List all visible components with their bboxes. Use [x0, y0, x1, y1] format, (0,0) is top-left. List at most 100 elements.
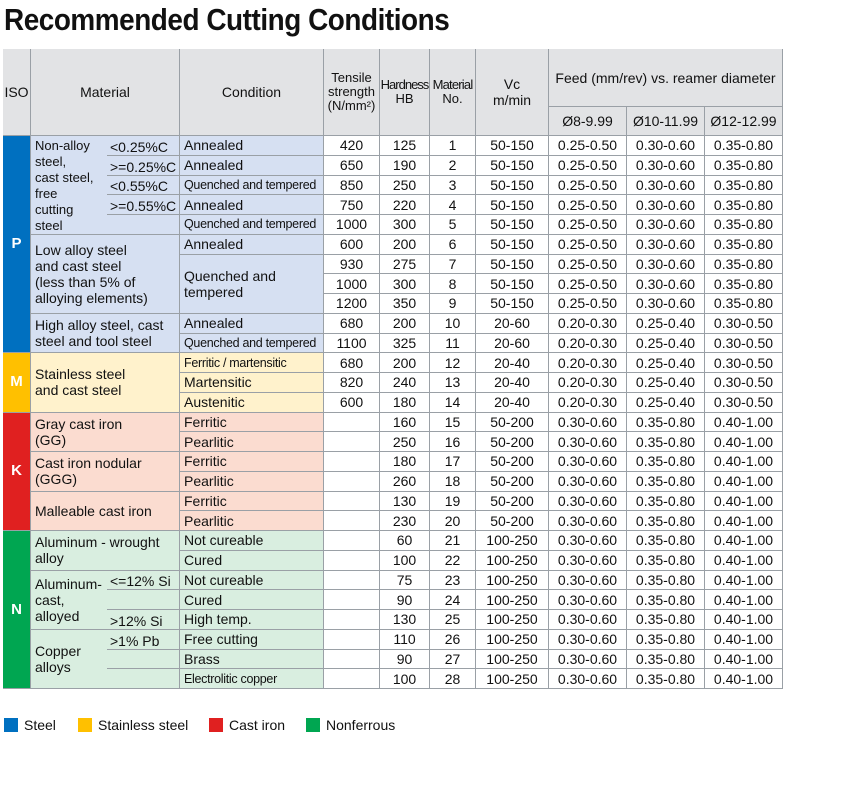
cell-f2: 0.30-0.60: [627, 215, 705, 235]
cell-no: 9: [430, 294, 476, 314]
cell-vc: 100-250: [476, 669, 549, 689]
condition-cell: Quenched and tempered: [180, 333, 324, 354]
subclass-pb-blank: [107, 649, 180, 670]
cell-f3: 0.35-0.80: [705, 195, 783, 215]
cell-f1: 0.25-0.50: [549, 195, 627, 215]
material-gray-cast-iron-line1: Gray cast iron: [35, 415, 123, 432]
condition-cell: Austenitic: [180, 392, 324, 413]
cell-hb: 90: [380, 649, 430, 670]
cell-f1: 0.25-0.50: [549, 234, 627, 255]
cell-f2: 0.35-0.80: [627, 452, 705, 472]
cell-hb: 180: [380, 452, 430, 472]
cell-vc: 20-60: [476, 333, 549, 354]
condition-cell: Pearlitic: [180, 511, 324, 531]
cell-hb: 160: [380, 412, 430, 433]
cell-f2: 0.25-0.40: [627, 392, 705, 413]
cell-f2: 0.30-0.60: [627, 254, 705, 275]
cell-f1: 0.30-0.60: [549, 649, 627, 670]
material-nonalloy-steel-line1: Non-alloy: [35, 138, 90, 153]
condition-cell: Pearlitic: [180, 432, 324, 452]
header-feed: Feed (mm/rev) vs. reamer diameter: [549, 49, 783, 107]
material-stainless-steel: Stainless steel and cast steel: [31, 353, 180, 413]
cell-f3: 0.40-1.00: [705, 471, 783, 492]
cell-f1: 0.20-0.30: [549, 392, 627, 413]
cell-tensile: 420: [324, 136, 380, 156]
cell-f2: 0.30-0.60: [627, 294, 705, 314]
cell-f3: 0.30-0.50: [705, 373, 783, 393]
cell-hb: 250: [380, 175, 430, 196]
material-copper-alloys-line2: alloys: [35, 658, 71, 675]
cell-no: 7: [430, 254, 476, 275]
cell-vc: 50-150: [476, 294, 549, 314]
cell-no: 25: [430, 610, 476, 630]
cell-f2: 0.25-0.40: [627, 313, 705, 334]
cell-f1: 0.20-0.30: [549, 353, 627, 373]
legend-swatch: [209, 718, 223, 732]
cell-f2: 0.35-0.80: [627, 432, 705, 452]
cell-tensile: 680: [324, 313, 380, 334]
cell-f1: 0.30-0.60: [549, 511, 627, 531]
cell-tensile: [324, 610, 380, 630]
cell-no: 14: [430, 392, 476, 413]
cell-vc: 50-150: [476, 274, 549, 294]
cell-vc: 100-250: [476, 629, 549, 650]
cell-f3: 0.40-1.00: [705, 531, 783, 551]
cell-hb: 200: [380, 353, 430, 373]
cell-hb: 100: [380, 550, 430, 571]
condition-cell: Annealed: [180, 155, 324, 176]
header-hardness-line1: Hardness: [380, 77, 429, 92]
cell-hb: 180: [380, 392, 430, 413]
cell-hb: 300: [380, 215, 430, 235]
cell-f3: 0.40-1.00: [705, 629, 783, 650]
cell-no: 8: [430, 274, 476, 294]
cell-f1: 0.30-0.60: [549, 491, 627, 512]
condition-cell: Annealed: [180, 234, 324, 255]
cell-f2: 0.35-0.80: [627, 570, 705, 591]
cell-f3: 0.30-0.50: [705, 392, 783, 413]
header-matno-line2: No.: [442, 91, 463, 106]
cell-f1: 0.20-0.30: [549, 313, 627, 334]
cell-tensile: [324, 452, 380, 472]
cell-f3: 0.35-0.80: [705, 234, 783, 255]
header-tensile-line3: (N/mm²): [327, 98, 376, 113]
cell-vc: 100-250: [476, 570, 549, 591]
cell-f1: 0.30-0.60: [549, 471, 627, 492]
cell-f3: 0.40-1.00: [705, 570, 783, 591]
cell-f3: 0.40-1.00: [705, 452, 783, 472]
cell-hb: 350: [380, 294, 430, 314]
cell-vc: 50-200: [476, 432, 549, 452]
cell-no: 22: [430, 550, 476, 571]
cell-f2: 0.35-0.80: [627, 471, 705, 492]
cell-f1: 0.30-0.60: [549, 432, 627, 452]
header-vc-line2: m/min: [492, 92, 532, 108]
header-diameter-3: Ø12-12.99: [705, 107, 783, 136]
cell-no: 10: [430, 313, 476, 334]
cell-f1: 0.30-0.60: [549, 629, 627, 650]
iso-group-m: M: [3, 353, 31, 413]
material-copper-alloys: Copper alloys: [31, 629, 107, 689]
condition-cell: Ferritic: [180, 491, 324, 512]
cell-f3: 0.35-0.80: [705, 215, 783, 235]
header-diameter-2: Ø10-11.99: [627, 107, 705, 136]
legend-swatch: [306, 718, 320, 732]
material-malleable-cast-iron: Malleable cast iron: [31, 491, 180, 531]
cell-tensile: 650: [324, 155, 380, 176]
cell-no: 20: [430, 511, 476, 531]
cell-f3: 0.30-0.50: [705, 353, 783, 373]
legend-label: Nonferrous: [326, 717, 396, 733]
cell-tensile: [324, 412, 380, 433]
cell-vc: 50-200: [476, 491, 549, 512]
material-high-alloy-steel-line1: High alloy steel, cast: [35, 317, 164, 333]
cell-hb: 200: [380, 234, 430, 255]
cell-no: 16: [430, 432, 476, 452]
condition-cell: Pearlitic: [180, 471, 324, 492]
condition-quenched-line1: Quenched and: [184, 267, 276, 284]
cell-tensile: [324, 550, 380, 571]
cell-f3: 0.40-1.00: [705, 550, 783, 571]
condition-cell: Ferritic: [180, 412, 324, 433]
cell-no: 28: [430, 669, 476, 689]
cell-tensile: 1000: [324, 274, 380, 294]
material-aluminum-cast-line3: alloyed: [35, 607, 80, 624]
material-nonalloy-steel-line4: free: [35, 186, 58, 201]
cell-f2: 0.30-0.60: [627, 195, 705, 215]
